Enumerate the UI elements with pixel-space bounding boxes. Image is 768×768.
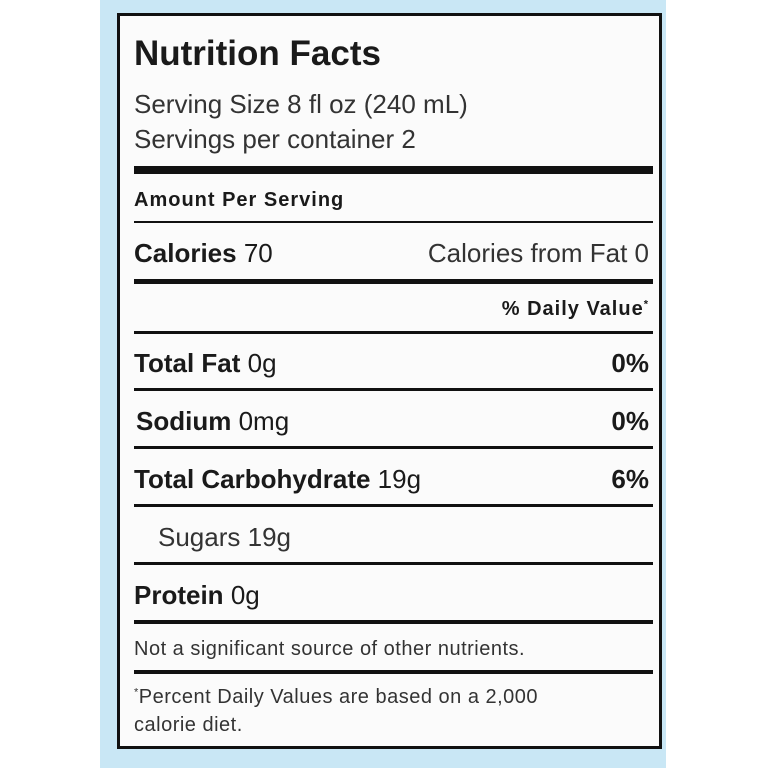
label-title: Nutrition Facts bbox=[134, 34, 381, 73]
calories-label: Calories bbox=[134, 238, 237, 268]
nutrient-dv: 0% bbox=[611, 348, 649, 378]
nutrient-row-total-carbohydrate: Total Carbohydrate 19g bbox=[134, 466, 421, 492]
calories-from-fat-label: Calories from Fat bbox=[427, 238, 628, 268]
divider bbox=[134, 221, 653, 223]
divider-medium bbox=[134, 279, 653, 284]
nutrient-amount: 19g bbox=[247, 522, 292, 552]
divider bbox=[134, 331, 653, 334]
nutrient-label: Total Fat bbox=[134, 348, 241, 378]
calories-from-fat-value: 0 bbox=[634, 238, 649, 268]
nutrient-row-sodium: Sodium 0mg bbox=[136, 408, 289, 434]
daily-value-mark: * bbox=[643, 298, 649, 311]
footnote-text: Percent Daily Values are based on a 2,00… bbox=[138, 686, 539, 708]
calories-from-fat: Calories from Fat 0 bbox=[428, 240, 649, 266]
daily-value-text: % Daily Value bbox=[501, 298, 644, 320]
nutrient-amount: 0g bbox=[230, 580, 260, 610]
divider bbox=[134, 388, 653, 391]
footnote-mark: * bbox=[134, 686, 139, 699]
nutrient-label: Sodium bbox=[136, 406, 232, 436]
divider bbox=[134, 562, 653, 565]
footnote-line-2: calorie diet. bbox=[134, 714, 243, 736]
nutrient-row-sugars: Sugars 19g bbox=[158, 524, 291, 550]
divider-thick bbox=[134, 166, 653, 174]
nutrient-row-protein: Protein 0g bbox=[134, 582, 260, 608]
nutrient-row-total-fat: Total Fat 0g bbox=[134, 350, 277, 376]
divider-medium bbox=[134, 620, 653, 624]
divider-medium bbox=[134, 670, 653, 674]
nutrient-amount: 19g bbox=[377, 464, 422, 494]
daily-value-header: % Daily Value* bbox=[502, 299, 649, 319]
nutrient-dv: 0% bbox=[611, 406, 649, 436]
calories-row: Calories 70 bbox=[134, 240, 273, 266]
amount-per-serving: Amount Per Serving bbox=[134, 189, 345, 211]
footnote-line-1: *Percent Daily Values are based on a 2,0… bbox=[134, 687, 538, 707]
servings-per-container: Servings per container 2 bbox=[134, 124, 416, 154]
divider bbox=[134, 446, 653, 449]
calories-value: 70 bbox=[243, 238, 273, 268]
nutrient-label: Total Carbohydrate bbox=[134, 464, 371, 494]
nutrient-dv: 6% bbox=[611, 464, 649, 494]
divider bbox=[134, 504, 653, 507]
nutrition-label: Nutrition Facts Serving Size 8 fl oz (24… bbox=[117, 13, 662, 749]
nutrient-note: Not a significant source of other nutrie… bbox=[134, 638, 526, 660]
nutrient-label: Protein bbox=[134, 580, 224, 610]
nutrient-amount: 0g bbox=[247, 348, 277, 378]
nutrient-label: Sugars bbox=[158, 522, 241, 552]
serving-size: Serving Size 8 fl oz (240 mL) bbox=[134, 89, 468, 119]
nutrient-amount: 0mg bbox=[238, 406, 290, 436]
